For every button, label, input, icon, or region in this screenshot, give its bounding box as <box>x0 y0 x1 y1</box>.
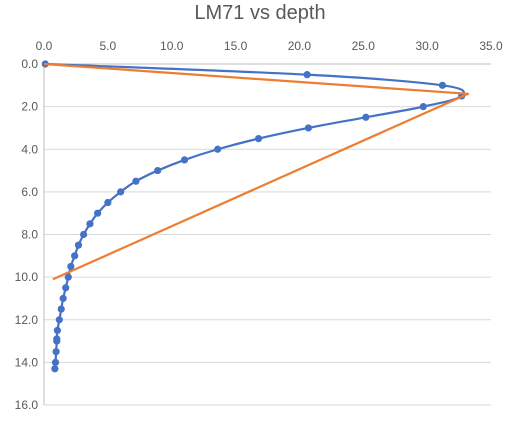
series-0-point-6 <box>304 124 312 132</box>
x-tick-label-2: 10.0 <box>160 39 184 53</box>
y-tick-label-6: 12.0 <box>15 313 39 327</box>
series-0-point-7 <box>254 134 263 143</box>
series-0-point-11 <box>132 177 140 185</box>
series-0-point-29 <box>51 358 60 366</box>
series-0-point-23 <box>57 305 65 313</box>
series-0-point-5 <box>362 113 370 121</box>
series-0-point-21 <box>62 284 70 292</box>
y-tick-label-7: 14.0 <box>15 355 39 369</box>
y-tick-label-1: 2.0 <box>21 100 38 114</box>
x-tick-label-4: 20.0 <box>288 39 312 53</box>
y-tick-label-4: 8.0 <box>21 228 38 242</box>
series-0-point-24 <box>55 316 63 324</box>
series-0-point-20 <box>64 273 72 281</box>
x-tick-label-0: 0.0 <box>36 39 53 53</box>
series-0-point-8 <box>214 145 222 153</box>
series-0-curve <box>45 62 465 369</box>
y-tick-label-3: 6.0 <box>21 185 38 199</box>
series-0-point-12 <box>117 188 125 196</box>
series-0-point-15 <box>86 220 94 228</box>
series-0-point-2 <box>438 81 447 89</box>
y-tick-label-2: 4.0 <box>21 142 38 156</box>
series-0-point-1 <box>303 71 311 79</box>
series-0-point-30 <box>51 365 59 373</box>
y-tick-label-5: 10.0 <box>15 270 39 284</box>
series-0-point-19 <box>67 262 75 271</box>
series-0-point-22 <box>59 294 67 303</box>
series-0-point-17 <box>74 241 83 249</box>
series-0-point-18 <box>71 252 79 260</box>
series-0-point-10 <box>154 166 162 175</box>
x-tick-label-1: 5.0 <box>100 39 117 53</box>
x-tick-label-7: 35.0 <box>479 39 503 53</box>
series-0-point-16 <box>79 230 88 239</box>
series-0-point-28 <box>52 348 60 356</box>
x-tick-label-3: 15.0 <box>224 39 248 53</box>
y-tick-label-0: 0.0 <box>21 57 38 71</box>
series-0-point-14 <box>94 209 102 217</box>
series-0-point-27 <box>53 337 61 345</box>
y-tick-label-8: 16.0 <box>15 398 39 412</box>
chart-title: LM71 vs depth <box>194 2 326 24</box>
series-0-point-13 <box>104 198 112 207</box>
series-1-line <box>43 62 470 281</box>
series-0-point-9 <box>180 156 189 164</box>
x-tick-label-5: 25.0 <box>352 39 376 53</box>
x-tick-label-6: 30.0 <box>415 39 439 53</box>
series-0-point-4 <box>419 103 427 111</box>
series-0-point-25 <box>53 326 62 335</box>
